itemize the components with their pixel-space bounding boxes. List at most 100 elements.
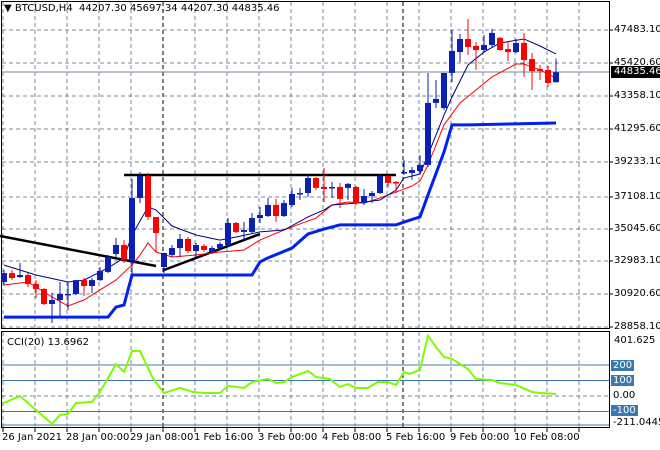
cci-min-label: -211.0445 [613, 417, 660, 428]
time-axis-label: 3 Feb 00:00 [258, 432, 318, 443]
time-axis-label: 26 Jan 2021 [2, 432, 62, 443]
candle-body [545, 69, 551, 83]
candle-body [137, 175, 143, 198]
price-axis-label: 39233.10 [614, 156, 660, 167]
candle-body [201, 245, 207, 250]
candle-body [513, 42, 519, 53]
candle-body [33, 284, 39, 290]
candle-body [233, 223, 239, 232]
candle-body [9, 273, 15, 279]
candle-body [57, 293, 63, 301]
candle-body [177, 238, 183, 249]
price-axis-label: 30920.60 [614, 288, 660, 299]
candle-body [425, 102, 431, 165]
ohlc-high: 45697.34 [129, 3, 178, 14]
trendline [0, 234, 157, 268]
candle-body [297, 193, 303, 195]
candle-body [185, 238, 191, 252]
candle-body [273, 204, 279, 216]
candle-body [385, 175, 391, 183]
candle-body [369, 193, 375, 197]
price-axis-label: 28858.10 [614, 321, 660, 332]
candle-body [345, 183, 351, 188]
candle-body [537, 68, 543, 72]
candle-body [1, 273, 7, 283]
price-axis-label: 32983.10 [614, 255, 660, 266]
candle-body [441, 72, 447, 109]
candle-body [353, 186, 359, 204]
price-axis-label: 41295.60 [614, 123, 660, 134]
candle-body [361, 196, 367, 204]
candle-body [313, 178, 319, 188]
candle-body [401, 171, 407, 174]
cci-level-0: 0.00 [613, 390, 636, 401]
candle-body [17, 274, 23, 278]
price-axis-label: 43358.10 [614, 90, 660, 101]
candle-body [473, 45, 479, 50]
candle-body [81, 280, 87, 286]
candle-body [209, 248, 215, 253]
candle-body [457, 38, 463, 53]
candle-body [329, 186, 335, 189]
candle-body [393, 182, 399, 184]
candle-body [409, 170, 415, 173]
candle-body [97, 270, 103, 281]
cci-max-label: 401.625 [614, 335, 656, 346]
time-axis-label: 4 Feb 08:00 [322, 432, 382, 443]
candle-body [465, 38, 471, 47]
candle-body [169, 248, 175, 256]
ohlc-close: 44835.46 [231, 3, 280, 14]
main-panel-frame [1, 1, 610, 329]
candle-body [121, 245, 127, 260]
candle-body [529, 59, 535, 72]
ohlc-open: 44207.30 [79, 3, 127, 14]
candle-body [497, 37, 503, 50]
candle-body [241, 230, 247, 232]
candle-body [41, 289, 47, 305]
candle-body [281, 203, 287, 216]
candle-body [433, 98, 439, 103]
candle-body [553, 72, 559, 83]
candle-body [257, 215, 263, 219]
price-axis-label: 37108.10 [614, 191, 660, 202]
cci-label: CCI(20) 13.6962 [7, 337, 89, 348]
time-axis-label: 9 Feb 00:00 [450, 432, 510, 443]
candle-body [305, 178, 311, 194]
candle-body [113, 245, 119, 254]
candle-body [153, 216, 159, 234]
collapse-arrow-icon[interactable]: ▼ [4, 3, 12, 14]
cci-level-200: 200 [611, 360, 635, 371]
time-axis-label: 1 Feb 16:00 [194, 432, 254, 443]
candle-body [89, 280, 95, 286]
price-axis-label: 35045.60 [614, 223, 660, 234]
candle-body [321, 186, 327, 190]
cci-level-100: 100 [611, 375, 635, 386]
current-price-badge: 44835.46 [611, 66, 660, 78]
candle-body [337, 186, 343, 199]
candle-body [129, 197, 135, 261]
candle-body [193, 245, 199, 252]
chart-title: ▼ BTCUSD,H4 44207.30 45697.34 44207.30 4… [4, 3, 279, 14]
price-axis-label: 45420.60 [614, 57, 660, 68]
candle-body [217, 244, 223, 249]
candle-body [145, 175, 151, 217]
candle-body [161, 252, 167, 268]
candle-body [377, 175, 383, 194]
candle-body [225, 223, 231, 246]
candle-body [25, 274, 31, 285]
cci-level-minus100: -100 [611, 405, 638, 416]
time-axis-label: 5 Feb 16:00 [386, 432, 446, 443]
cci-panel-frame [1, 331, 610, 428]
candle-body [105, 256, 111, 272]
candle-body [481, 45, 487, 50]
candle-body [249, 218, 255, 232]
time-axis-label: 29 Jan 08:00 [130, 432, 194, 443]
candle-body [49, 300, 55, 305]
candle-body [65, 293, 71, 296]
cci-line [3, 333, 557, 426]
symbol-label: BTCUSD,H4 [14, 3, 73, 14]
candle-body [521, 42, 527, 61]
candle-body [505, 49, 511, 53]
time-axis-label: 10 Feb 08:00 [514, 432, 580, 443]
